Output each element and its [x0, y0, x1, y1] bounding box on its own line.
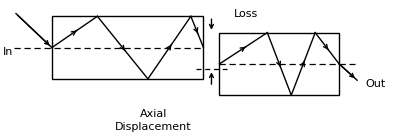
Bar — [52, 16, 203, 79]
Text: In: In — [3, 47, 13, 57]
Text: Axial
Displacement: Axial Displacement — [115, 109, 192, 132]
Text: Out: Out — [365, 79, 385, 89]
Bar — [219, 33, 339, 95]
Text: Loss: Loss — [233, 9, 258, 19]
